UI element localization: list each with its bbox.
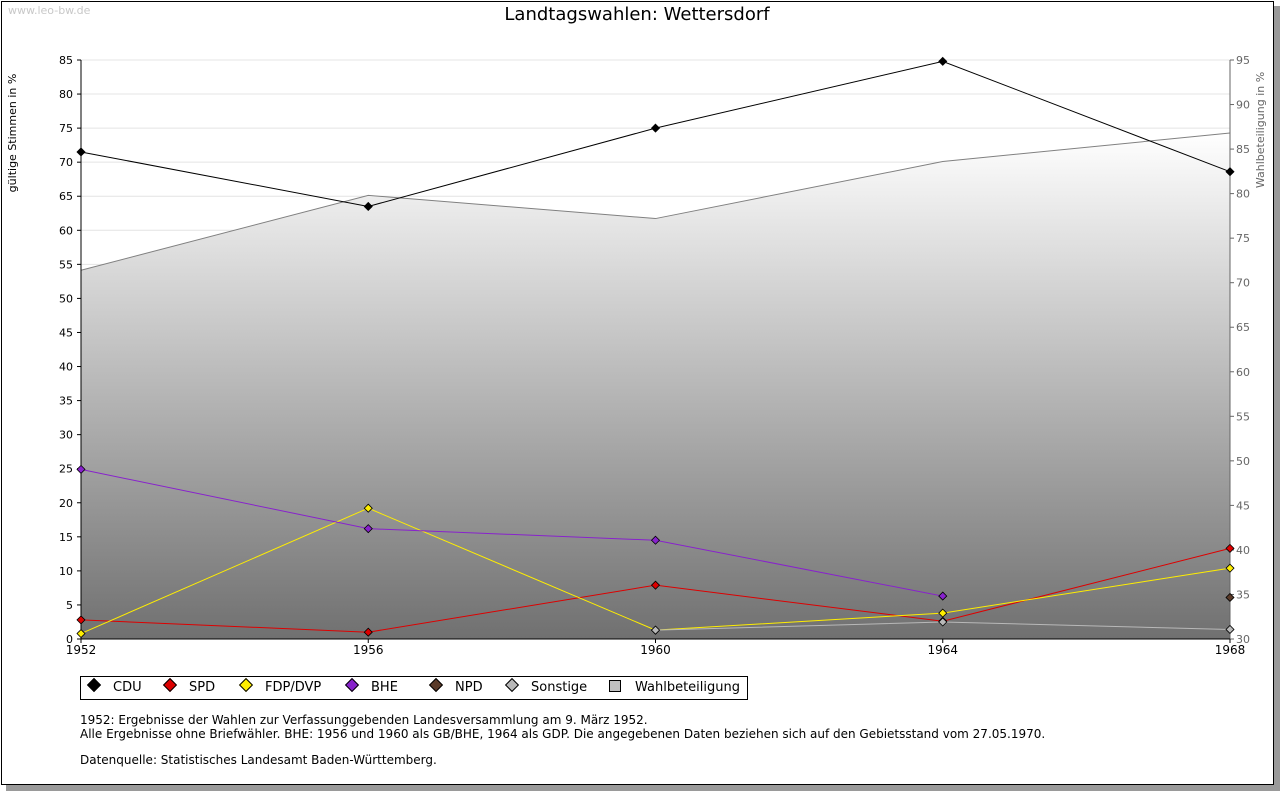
bhe-point [650, 535, 661, 545]
y-tick-label: 5 [66, 599, 73, 612]
watermark: www.leo-bw.de [8, 4, 91, 17]
y2-tick-label: 55 [1236, 410, 1250, 423]
legend-item-sonstige: Sonstige [504, 677, 588, 695]
legend-label-wahlbeteiligung: Wahlbeteiligung [635, 680, 741, 695]
legend-label-fdp-dvp: FDP/DVP [265, 680, 322, 695]
y2-tick-label: 90 [1236, 99, 1250, 112]
legend-item-bhe: BHE [344, 677, 398, 695]
legend-item-cdu: CDU [86, 677, 142, 695]
y2-tick-label: 95 [1236, 54, 1250, 67]
y-tick-label: 75 [59, 122, 73, 135]
bhe-point [76, 464, 86, 474]
y2-tick-label: 30 [1236, 633, 1250, 646]
frame-shadow-bottom [6, 785, 1280, 791]
spd-point [650, 580, 661, 590]
npd-point [1225, 592, 1235, 603]
legend-item-fdp-dvp: FDP/DVP [238, 677, 322, 695]
y2-tick-label: 45 [1236, 499, 1250, 512]
frame-shadow-right [1274, 6, 1280, 790]
fdp-dvp-point [76, 628, 86, 639]
cdu-point [938, 56, 948, 66]
y-tick-label: 65 [59, 190, 73, 203]
legend-marker-wahlbeteiligung [609, 680, 621, 692]
legend-marker-sonstige [504, 677, 520, 693]
legend-marker-fdp-dvp [238, 677, 254, 693]
fdp-dvp-point [363, 503, 373, 513]
chart-legend: CDU SPD FDP/DVP BHE NPD Sonstige Wahlbeteiligu… [80, 676, 748, 700]
legend-label-npd: NPD [455, 680, 483, 695]
wahlbeteiligung-area [81, 133, 1230, 639]
y2-axis-label: Wahlbeteiligung in % [1254, 72, 1267, 188]
legend-label-cdu: CDU [113, 680, 142, 695]
x-tick-label: 1952 [66, 643, 97, 657]
y-tick-label: 55 [59, 258, 73, 271]
bhe-point [938, 591, 948, 601]
legend-label-bhe: BHE [371, 680, 398, 695]
bhe-point [363, 524, 373, 534]
y-tick-label: 50 [59, 292, 73, 305]
y-tick-label: 25 [59, 463, 73, 476]
note-line-1: 1952: Ergebnisse der Wahlen zur Verfassu… [80, 713, 648, 727]
y2-tick-label: 75 [1236, 232, 1250, 245]
y-tick-label: 70 [59, 156, 73, 169]
legend-marker-cdu [86, 677, 102, 693]
sonstige-point [938, 617, 948, 627]
chart-title: Landtagswahlen: Wettersdorf [504, 4, 770, 25]
sonstige-point [650, 625, 661, 635]
y-tick-label: 15 [59, 531, 73, 544]
y2-tick-label: 35 [1236, 588, 1250, 601]
y2-tick-label: 80 [1236, 188, 1250, 201]
y-tick-label: 45 [59, 326, 73, 339]
spd-point [1225, 543, 1235, 553]
data-source-note: Datenquelle: Statistisches Landesamt Bad… [80, 753, 437, 767]
wahlbeteiligung-line [80, 132, 1231, 271]
legend-marker-bhe [344, 677, 360, 693]
legend-label-spd: SPD [189, 680, 216, 695]
line-chart: 0 5 10 15 20 25 30 35 40 45 50 55 60 65 70 75 80 85 30 35 40… [6, 54, 1267, 657]
spd-point [363, 627, 373, 637]
legend-item-npd: NPD [428, 677, 483, 695]
y-tick-label: 0 [66, 633, 73, 646]
y-tick-label: 80 [59, 88, 73, 101]
cdu-point [650, 123, 661, 133]
y2-tick-label: 70 [1236, 277, 1250, 290]
legend-marker-npd [428, 677, 444, 693]
note-line-2: Alle Ergebnisse ohne Briefwähler. BHE: 1… [80, 727, 1046, 741]
y-axis-label: gültige Stimmen in % [6, 74, 19, 193]
legend-item-wahlbeteiligung: Wahlbeteiligung [609, 680, 740, 695]
cdu-point [363, 201, 373, 212]
y2-tick-label: 65 [1236, 321, 1250, 334]
y-tick-label: 60 [59, 224, 73, 237]
legend-marker-spd [162, 677, 178, 693]
legend-label-sonstige: Sonstige [531, 680, 588, 695]
y-tick-label: 30 [59, 429, 73, 442]
y-tick-label: 35 [59, 395, 73, 408]
y2-tick-label: 60 [1236, 366, 1250, 379]
y2-tick-label: 40 [1236, 544, 1250, 557]
legend-item-spd: SPD [162, 677, 216, 695]
fdp-dvp-point [1225, 563, 1235, 573]
y-tick-label: 10 [59, 565, 73, 578]
bhe-line [80, 468, 943, 597]
x-tick-label: 1968 [1215, 643, 1246, 657]
y2-tick-label: 85 [1236, 143, 1250, 156]
fdp-dvp-point [938, 608, 948, 618]
y2-tick-label: 50 [1236, 455, 1250, 468]
spd-point [76, 615, 86, 625]
x-tick-label: 1956 [353, 643, 384, 657]
cdu-point [76, 147, 86, 157]
sonstige-point [1225, 624, 1235, 635]
cdu-point [1225, 167, 1235, 177]
x-tick-label: 1964 [927, 643, 958, 657]
y-tick-label: 20 [59, 497, 73, 510]
y-tick-label: 40 [59, 361, 73, 374]
y-tick-label: 85 [59, 54, 73, 67]
x-tick-label: 1960 [640, 643, 671, 657]
